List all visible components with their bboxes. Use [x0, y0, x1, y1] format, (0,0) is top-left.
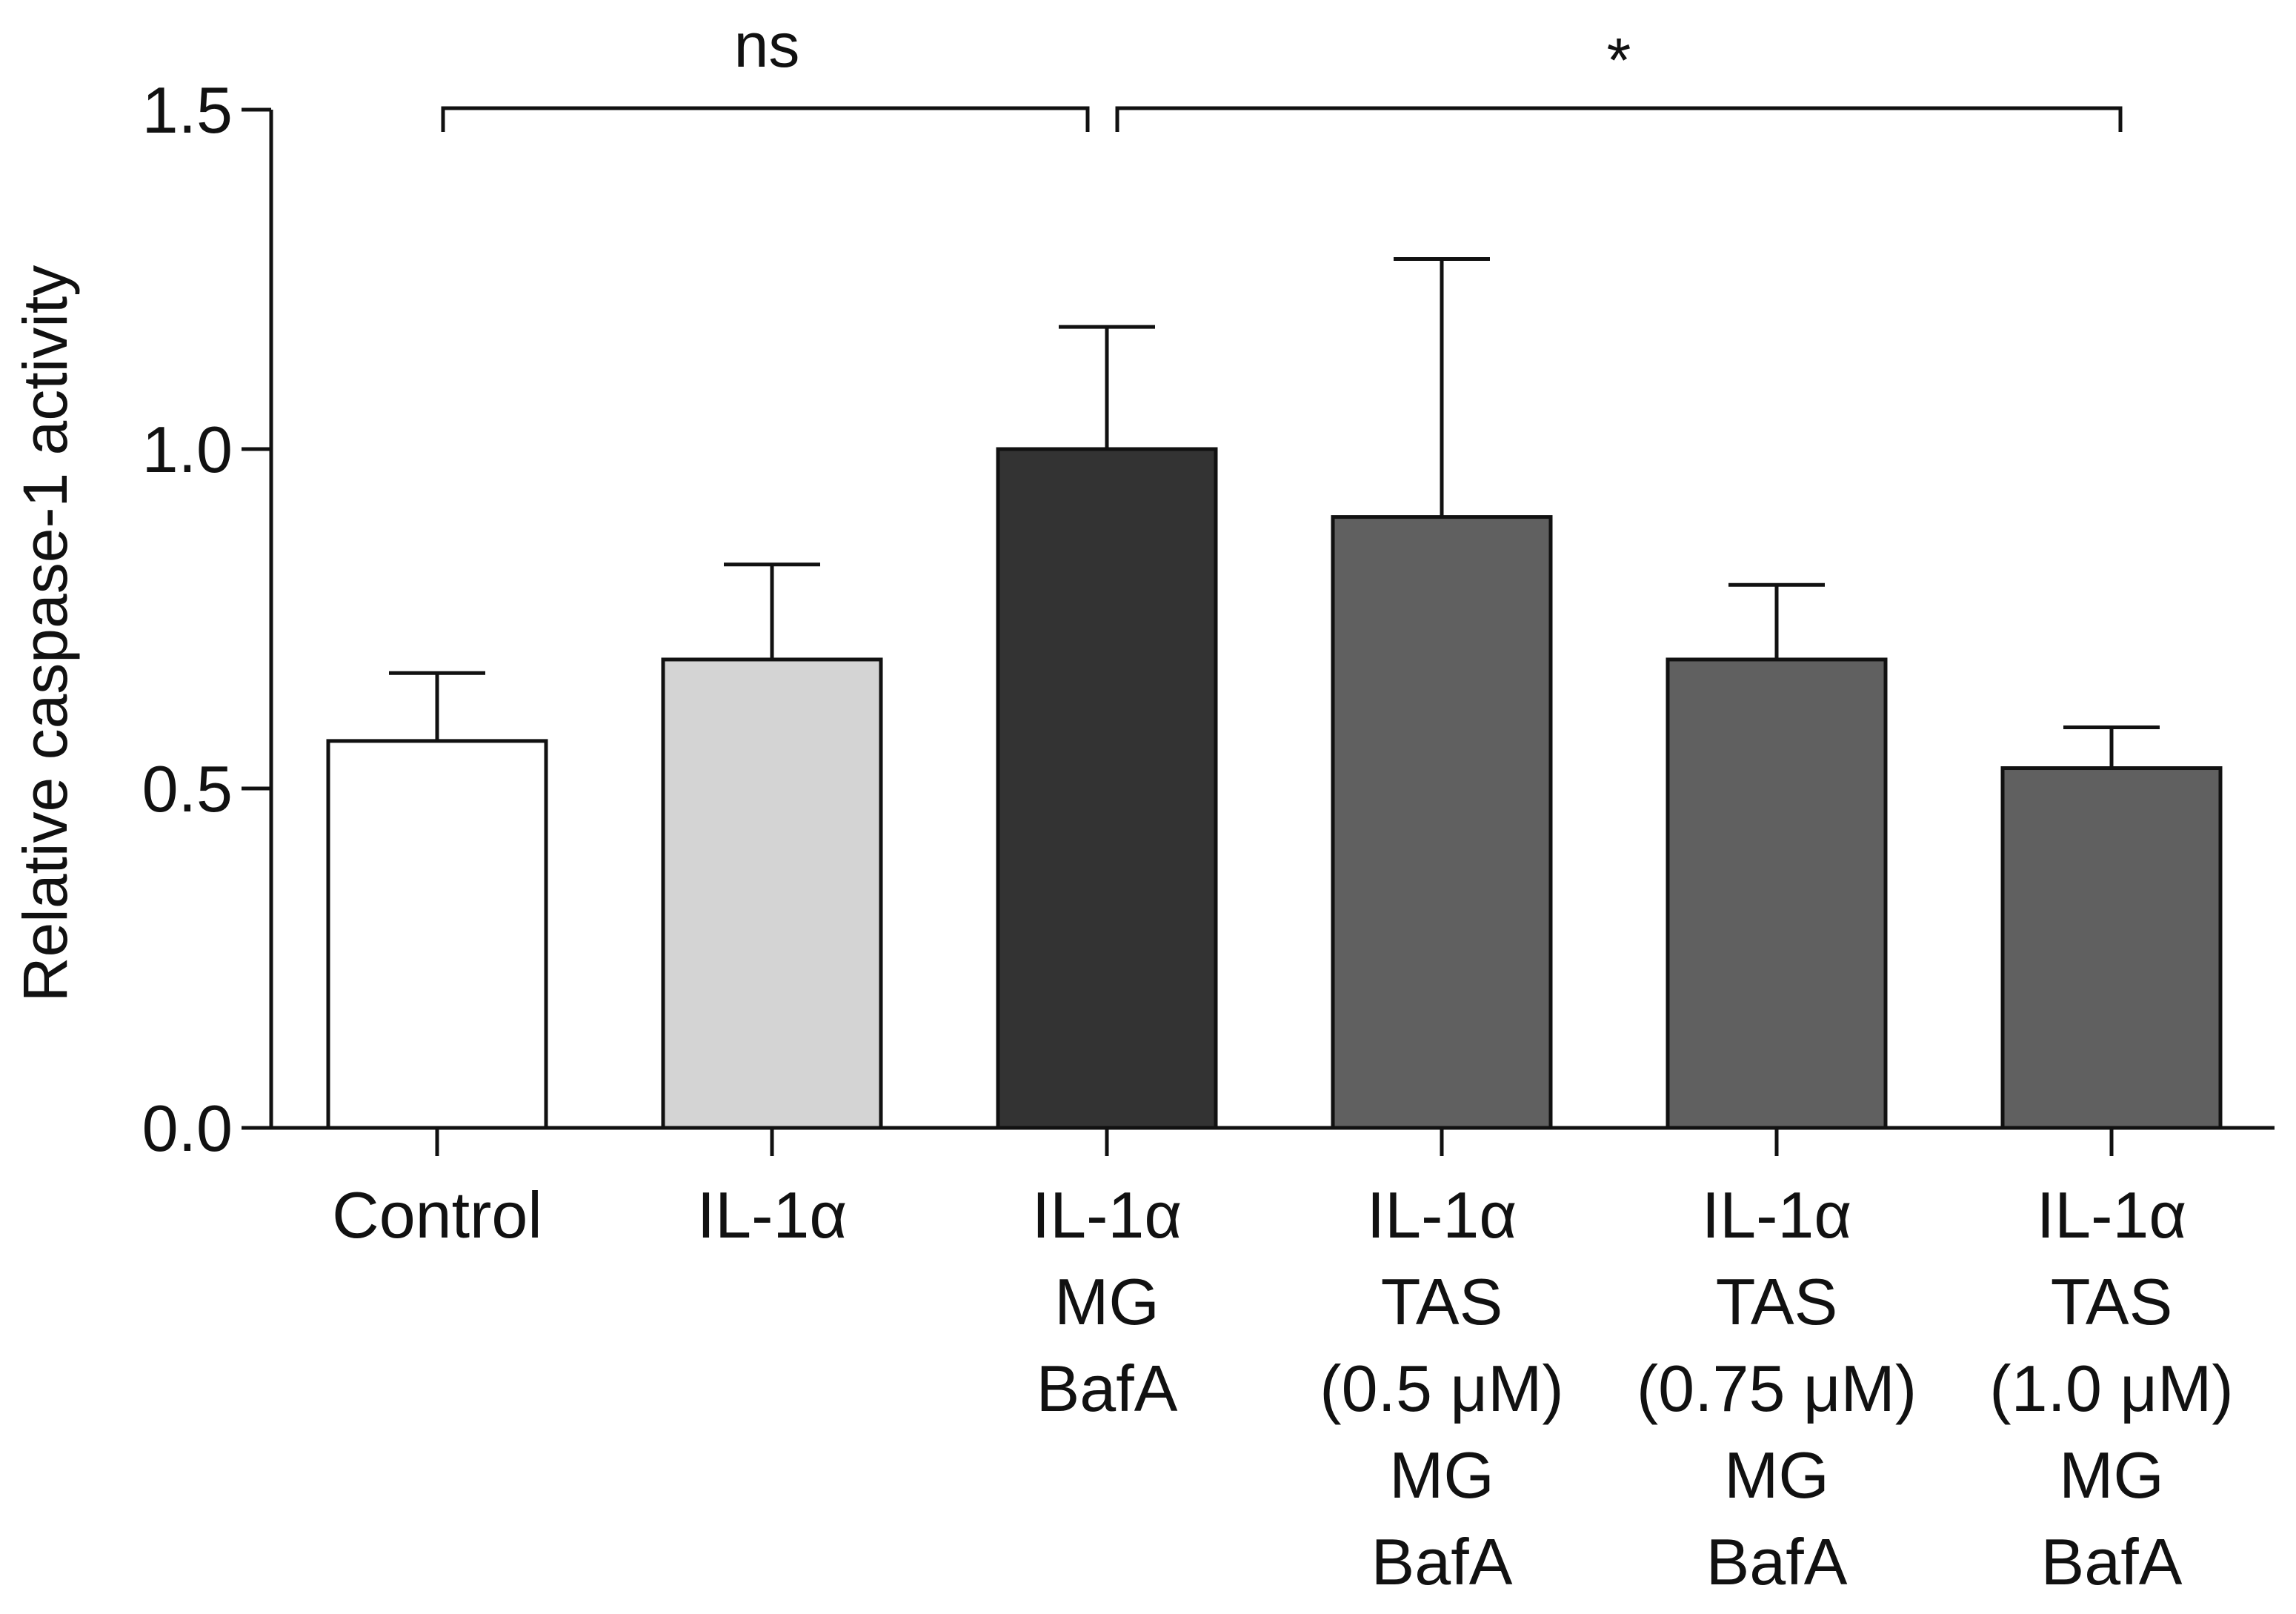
bar: [1331, 515, 1553, 1130]
x-category-label: IL-1α: [1702, 1178, 1852, 1252]
y-axis-title: Relative caspase-1 activity: [10, 265, 80, 1002]
x-category-label: IL-1α: [2037, 1178, 2187, 1252]
x-category-label: MG: [1389, 1438, 1494, 1512]
significance-label: *: [1607, 25, 1631, 95]
x-category-label: BafA: [1706, 1525, 1848, 1598]
bar: [1666, 657, 1888, 1130]
x-category-label: IL-1α: [1367, 1178, 1517, 1252]
x-category-label: (0.5 μM): [1320, 1352, 1563, 1425]
x-category-label: Control: [332, 1178, 542, 1252]
bars: [326, 447, 2223, 1130]
bar: [661, 657, 883, 1130]
y-tick-label: 1.0: [142, 413, 233, 486]
error-bars: [389, 257, 2160, 768]
x-category-label: BafA: [2041, 1525, 2183, 1598]
x-category-label: MG: [1724, 1438, 1829, 1512]
significance-bracket: [441, 106, 1090, 132]
significance-bracket: [1115, 106, 2123, 132]
x-category-label: TAS: [1381, 1265, 1503, 1338]
category-labels: Control IL-1α IL-1α MG BafA IL-1α TAS (0.5 μM) M…: [332, 1178, 2234, 1598]
y-tick-label: 1.5: [142, 73, 233, 147]
y-tick-label: 0.5: [142, 752, 233, 826]
bar: [326, 739, 548, 1130]
x-category-label: IL-1α: [697, 1178, 848, 1252]
x-category-label: (1.0 μM): [1989, 1352, 2233, 1425]
x-category-label: TAS: [1716, 1265, 1838, 1338]
x-category-label: MG: [2059, 1438, 2164, 1512]
x-category-label: IL-1α: [1032, 1178, 1182, 1252]
significance-label: ns: [734, 10, 800, 80]
x-category-label: MG: [1054, 1265, 1159, 1338]
significance-annotations: ns *: [441, 10, 2123, 132]
axes: 0.0 0.5 1.0 1.5: [142, 73, 2275, 1165]
bar: [2000, 766, 2223, 1130]
bar: [996, 447, 1218, 1130]
x-category-label: BafA: [1036, 1352, 1178, 1425]
x-category-label: TAS: [2051, 1265, 2173, 1338]
x-category-label: (0.75 μM): [1637, 1352, 1917, 1425]
y-tick-label: 0.0: [142, 1092, 233, 1165]
x-category-label: BafA: [1371, 1525, 1513, 1598]
